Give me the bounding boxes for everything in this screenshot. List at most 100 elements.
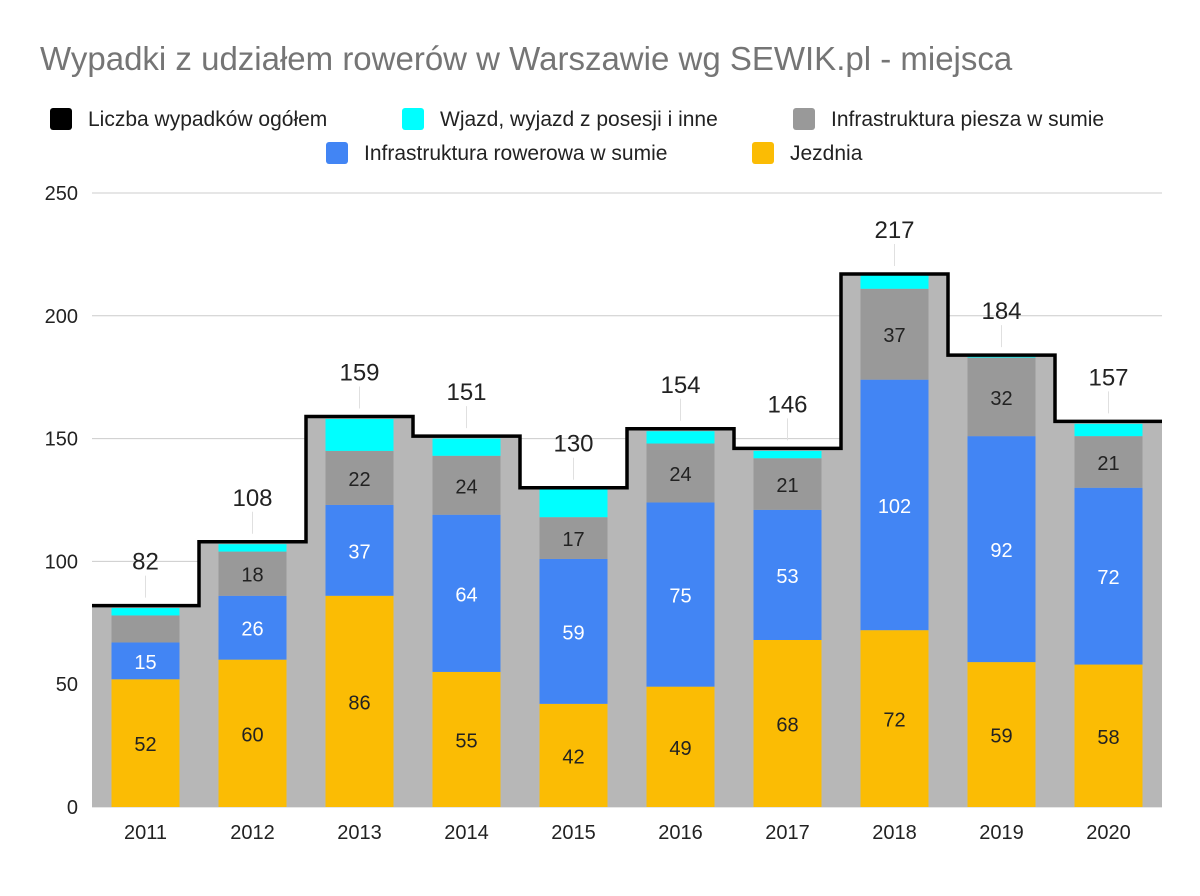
data-label-jezdnia-2020: 58: [1097, 727, 1119, 749]
data-label-infrastruktura-rowerowa-w-sumie-2016: 75: [669, 586, 691, 608]
x-tick-label-2014: 2014: [444, 822, 489, 844]
bar-infrastruktura-piesza-w-sumie-2017: [753, 458, 822, 510]
bar-infrastruktura-piesza-w-sumie-2020: [1074, 436, 1143, 488]
bar-wjazd-wyjazd-z-posesji-i-inne-2012: [218, 544, 287, 552]
data-label-jezdnia-2013: 86: [348, 692, 370, 714]
bar-infrastruktura-piesza-w-sumie-2015: [539, 517, 608, 559]
bar-infrastruktura-rowerowa-w-sumie-2011: [111, 642, 180, 680]
legend-swatch-jezdnia: [752, 142, 774, 164]
total-label-2020: 157: [1088, 364, 1128, 391]
data-label-infrastruktura-rowerowa-w-sumie-2015: 59: [562, 622, 584, 644]
y-axis: 0 50 100 150 200 250: [45, 183, 78, 819]
bar-jezdnia-2014: [432, 671, 501, 807]
bar-jezdnia-2011: [111, 679, 180, 807]
total-label-2019: 184: [981, 298, 1021, 325]
legend-label-infrastruktura-rowerowa-w-sumie: Infrastruktura rowerowa w sumie: [364, 142, 667, 165]
data-label-jezdnia-2011: 52: [134, 734, 156, 756]
data-label-infrastruktura-piesza-w-sumie-2015: 17: [562, 529, 584, 551]
bar-jezdnia-2013: [325, 595, 394, 807]
bar-infrastruktura-rowerowa-w-sumie-2016: [646, 502, 715, 687]
bar-jezdnia-2015: [539, 703, 608, 807]
legend-label-wjazd-wyjazd-z-posesji-i-inne: Wjazd, wyjazd z posesji i inne: [440, 108, 718, 131]
bar-wjazd-wyjazd-z-posesji-i-inne-2013: [325, 418, 394, 451]
bar-jezdnia-2017: [753, 639, 822, 807]
x-tick-label-2012: 2012: [230, 822, 275, 844]
bar-infrastruktura-rowerowa-w-sumie-2012: [218, 595, 287, 660]
data-label-infrastruktura-rowerowa-w-sumie-2011: 15: [134, 652, 156, 674]
y-tick-label: 250: [45, 183, 78, 205]
total-label-2011: 82: [132, 549, 159, 576]
legend-label-infrastruktura-piesza-w-sumie: Infrastruktura piesza w sumie: [831, 108, 1104, 131]
legend-swatch-wjazd-wyjazd-z-posesji-i-inne: [402, 108, 424, 130]
bar-infrastruktura-rowerowa-w-sumie-2018: [860, 379, 929, 631]
data-label-jezdnia-2014: 55: [455, 730, 477, 752]
data-label-infrastruktura-rowerowa-w-sumie-2020: 72: [1097, 567, 1119, 589]
bar-infrastruktura-piesza-w-sumie-2014: [432, 455, 501, 515]
x-tick-label-2019: 2019: [979, 822, 1024, 844]
bar-infrastruktura-piesza-w-sumie-2011: [111, 615, 180, 643]
data-label-jezdnia-2016: 49: [669, 738, 691, 760]
bar-wjazd-wyjazd-z-posesji-i-inne-2017: [753, 450, 822, 459]
data-label-infrastruktura-piesza-w-sumie-2012: 18: [241, 565, 263, 587]
x-axis: 2011 2012 2013 2014 2015 2016 2017 2018 2019 2020: [124, 822, 1131, 844]
bar-infrastruktura-rowerowa-w-sumie-2014: [432, 514, 501, 672]
total-label-2014: 151: [446, 379, 486, 406]
chart-title: Wypadki z udziałem rowerów w Warszawie w…: [40, 40, 1013, 77]
bar-infrastruktura-piesza-w-sumie-2013: [325, 450, 394, 505]
bar-wjazd-wyjazd-z-posesji-i-inne-2020: [1074, 423, 1143, 437]
legend: Liczba wypadków ogółem Wjazd, wyjazd z po…: [50, 108, 1104, 165]
legend-swatch-liczba-wypadkow-ogolem: [50, 108, 72, 130]
data-label-infrastruktura-rowerowa-w-sumie-2019: 92: [990, 540, 1012, 562]
bar-wjazd-wyjazd-z-posesji-i-inne-2016: [646, 431, 715, 444]
data-label-infrastruktura-piesza-w-sumie-2017: 21: [776, 475, 798, 497]
bar-wjazd-wyjazd-z-posesji-i-inne-2014: [432, 438, 501, 456]
data-label-infrastruktura-piesza-w-sumie-2014: 24: [455, 476, 477, 498]
data-label-jezdnia-2018: 72: [883, 710, 905, 732]
data-label-jezdnia-2012: 60: [241, 724, 263, 746]
data-label-infrastruktura-piesza-w-sumie-2013: 22: [348, 469, 370, 491]
bar-infrastruktura-piesza-w-sumie-2016: [646, 443, 715, 503]
data-label-infrastruktura-piesza-w-sumie-2018: 37: [883, 325, 905, 347]
y-tick-label: 150: [45, 429, 78, 451]
bar-infrastruktura-piesza-w-sumie-2012: [218, 551, 287, 596]
bar-infrastruktura-piesza-w-sumie-2019: [967, 357, 1036, 437]
total-label-2013: 159: [339, 359, 379, 386]
bar-wjazd-wyjazd-z-posesji-i-inne-2018: [860, 274, 929, 289]
total-step-path: [92, 272, 1162, 608]
total-label-2012: 108: [232, 485, 272, 512]
x-tick-label-2016: 2016: [658, 822, 703, 844]
x-tick-label-2011: 2011: [124, 822, 167, 844]
bar-infrastruktura-piesza-w-sumie-2018: [860, 288, 929, 380]
legend-swatch-infrastruktura-rowerowa-w-sumie: [326, 142, 348, 164]
legend-label-liczba-wypadkow-ogolem: Liczba wypadków ogółem: [88, 108, 327, 131]
bar-jezdnia-2016: [646, 686, 715, 807]
total-step-line: [92, 272, 1162, 608]
data-label-jezdnia-2017: 68: [776, 714, 798, 736]
data-label-infrastruktura-rowerowa-w-sumie-2012: 26: [241, 619, 263, 641]
data-label-infrastruktura-rowerowa-w-sumie-2017: 53: [776, 566, 798, 588]
y-tick-label: 100: [45, 551, 78, 573]
bar-infrastruktura-rowerowa-w-sumie-2019: [967, 436, 1036, 663]
bar-wjazd-wyjazd-z-posesji-i-inne-2011: [111, 608, 180, 616]
y-tick-label: 200: [45, 306, 78, 328]
total-label-2018: 217: [874, 217, 914, 244]
total-label-2017: 146: [767, 391, 807, 418]
data-labels: 52 15 60 26 18 86 37 22 55 64 24 42 59 17 49 75 24 68 53 21…: [132, 217, 1128, 768]
x-tick-label-2015: 2015: [551, 822, 596, 844]
x-tick-label-2013: 2013: [337, 822, 382, 844]
data-label-infrastruktura-rowerowa-w-sumie-2018: 102: [878, 496, 911, 518]
bar-infrastruktura-rowerowa-w-sumie-2020: [1074, 487, 1143, 665]
total-label-2016: 154: [660, 372, 700, 399]
bar-jezdnia-2012: [218, 659, 287, 807]
x-tick-label-2020: 2020: [1086, 822, 1131, 844]
bar-wjazd-wyjazd-z-posesji-i-inne-2015: [539, 487, 608, 518]
data-label-infrastruktura-piesza-w-sumie-2019: 32: [990, 388, 1012, 410]
bar-jezdnia-2019: [967, 662, 1036, 807]
data-label-infrastruktura-piesza-w-sumie-2016: 24: [669, 464, 691, 486]
y-tick-label: 0: [67, 797, 78, 819]
legend-label-jezdnia: Jezdnia: [790, 142, 863, 165]
legend-swatch-infrastruktura-piesza-w-sumie: [793, 108, 815, 130]
data-label-infrastruktura-rowerowa-w-sumie-2014: 64: [455, 584, 477, 606]
